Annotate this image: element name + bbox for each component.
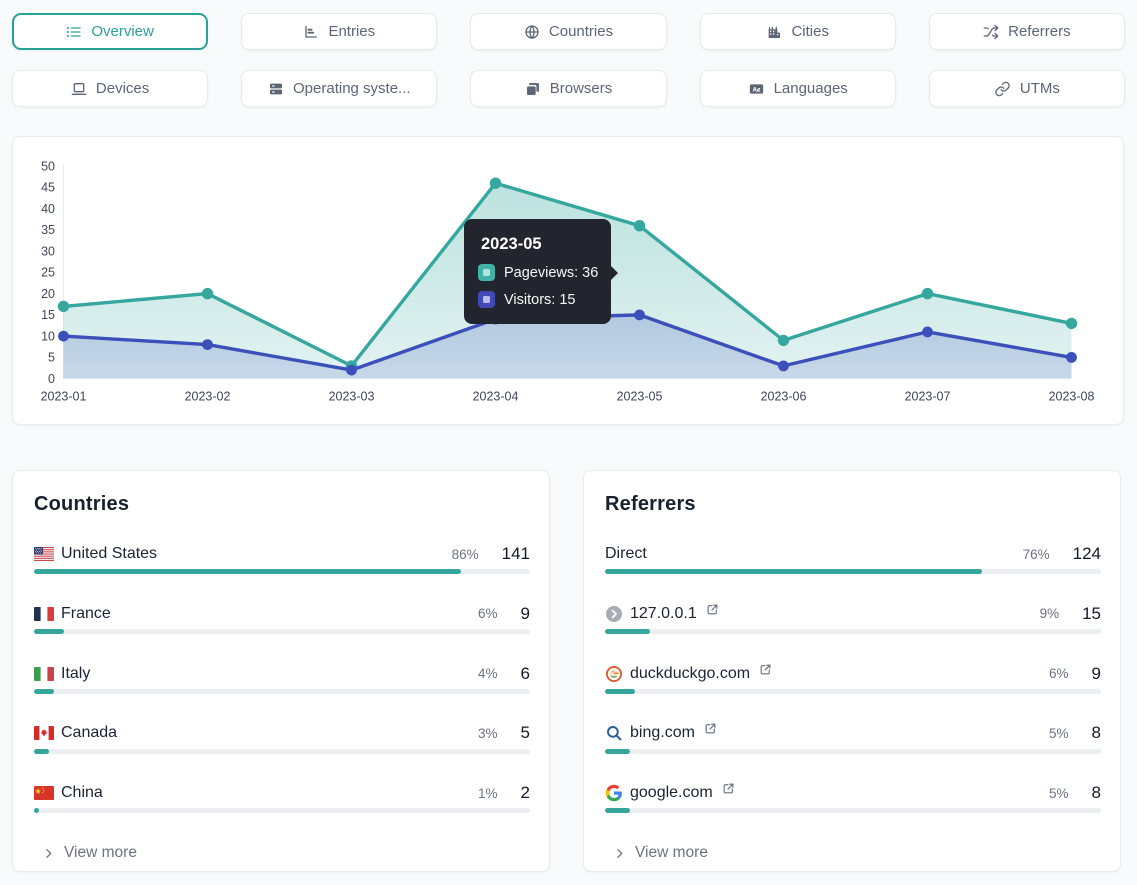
svg-text:2023-06: 2023-06 — [761, 390, 807, 404]
svg-text:2023-07: 2023-07 — [905, 390, 951, 404]
svg-text:2023-02: 2023-02 — [185, 390, 231, 404]
svg-text:2023-05: 2023-05 — [617, 390, 663, 404]
svg-text:30: 30 — [41, 244, 55, 258]
svg-text:25: 25 — [41, 266, 55, 280]
svg-text:40: 40 — [41, 202, 55, 216]
svg-text:2023-04: 2023-04 — [473, 390, 519, 404]
svg-text:2023-08: 2023-08 — [1049, 390, 1095, 404]
svg-text:10: 10 — [41, 329, 55, 343]
svg-text:2023-03: 2023-03 — [329, 390, 375, 404]
svg-text:20: 20 — [41, 287, 55, 301]
svg-text:0: 0 — [48, 372, 55, 386]
svg-text:45: 45 — [41, 181, 55, 195]
svg-text:50: 50 — [41, 159, 55, 173]
svg-text:35: 35 — [41, 223, 55, 237]
svg-text:2023-01: 2023-01 — [41, 390, 87, 404]
svg-text:5: 5 — [48, 351, 55, 365]
svg-text:15: 15 — [41, 308, 55, 322]
